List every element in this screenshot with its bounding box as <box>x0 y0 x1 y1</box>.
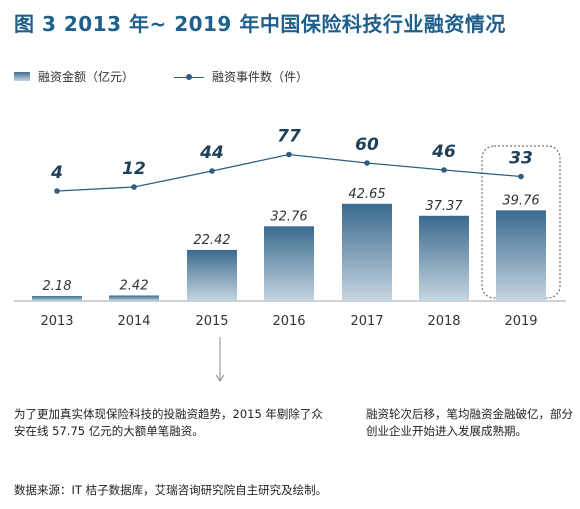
legend-item-bar: 融资金额（亿元） <box>14 68 134 85</box>
note-right: 融资轮次后移，笔均融资金融破亿，部分创业企业开始进入发展成熟期。 <box>366 407 573 438</box>
line-value-label-2016: 77 <box>277 127 301 147</box>
line-point-2017 <box>364 160 370 166</box>
bar-value-label-2019: 39.76 <box>502 193 539 208</box>
bar-2016 <box>264 226 314 301</box>
line-point-2014 <box>131 184 137 190</box>
line-value-label-2018: 46 <box>431 142 456 162</box>
x-tick-label-2014: 2014 <box>117 314 150 329</box>
x-tick-label-2016: 2016 <box>272 314 305 329</box>
line-point-2015 <box>209 168 215 174</box>
bar-value-label-2013: 2.18 <box>43 279 72 294</box>
legend-bar-label: 融资金额（亿元） <box>38 70 135 84</box>
annotation-arrow-head <box>215 374 225 382</box>
legend-bar-swatch <box>14 72 30 81</box>
x-tick-label-2019: 2019 <box>504 314 537 329</box>
note-left: 为了更加真实体现保险科技的投融资趋势，2015 年剔除了众安在线 57.75 亿… <box>14 407 323 438</box>
bar-2013 <box>32 296 82 301</box>
legend-line-swatch <box>174 72 205 82</box>
x-tick-label-2017: 2017 <box>350 314 383 329</box>
line-value-label-2017: 60 <box>355 135 379 155</box>
bar-2017 <box>342 203 392 301</box>
bar-2014 <box>109 295 159 301</box>
line-point-2019 <box>518 173 524 180</box>
legend-item-line: 融资事件数（件） <box>174 68 308 85</box>
x-tick-label-2018: 2018 <box>427 314 460 329</box>
bar-value-label-2014: 2.42 <box>120 278 149 293</box>
bar-value-label-2016: 32.76 <box>270 209 307 224</box>
bar-value-label-2015: 22.42 <box>193 233 230 248</box>
highlight-box <box>481 145 561 299</box>
line-value-label-2014: 12 <box>122 159 146 179</box>
bar-2019 <box>496 210 546 301</box>
legend-line-label: 融资事件数（件） <box>212 70 309 84</box>
line-value-label-2013: 4 <box>50 163 63 183</box>
line-point-2013 <box>54 188 60 194</box>
chart-legend: 融资金额（亿元） 融资事件数（件） <box>14 68 348 85</box>
bar-2018 <box>419 215 469 301</box>
line-value-label-2015: 44 <box>199 143 224 163</box>
chart-title: 图 3 2013 年~ 2019 年中国保险科技行业融资情况 <box>14 12 506 36</box>
line-point-2018 <box>441 167 447 173</box>
bar-value-label-2017: 42.65 <box>348 187 385 202</box>
line-value-label-2019: 33 <box>509 149 533 169</box>
line-point-2016 <box>286 151 292 158</box>
bar-2015 <box>187 249 237 301</box>
data-source: 数据来源：IT 桔子数据库，艾瑞咨询研究院自主研究及绘制。 <box>14 483 328 497</box>
x-tick-label-2013: 2013 <box>40 314 73 329</box>
x-tick-label-2015: 2015 <box>195 314 228 329</box>
bar-value-label-2018: 37.37 <box>425 199 463 214</box>
